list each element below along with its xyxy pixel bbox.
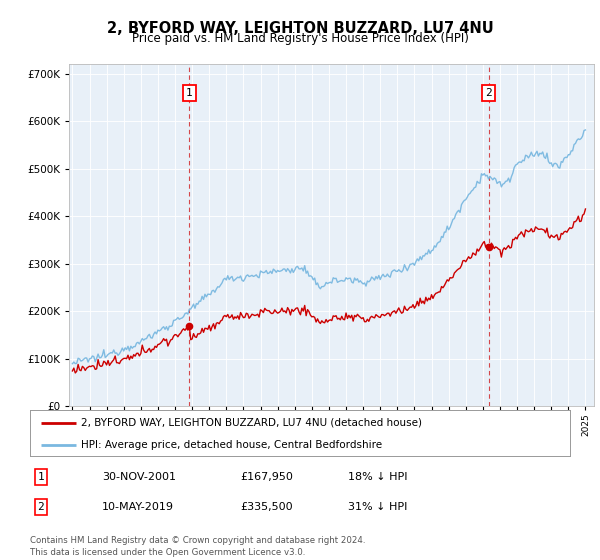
Text: HPI: Average price, detached house, Central Bedfordshire: HPI: Average price, detached house, Cent… bbox=[82, 440, 382, 450]
Text: 30-NOV-2001: 30-NOV-2001 bbox=[102, 472, 176, 482]
Text: 2, BYFORD WAY, LEIGHTON BUZZARD, LU7 4NU: 2, BYFORD WAY, LEIGHTON BUZZARD, LU7 4NU bbox=[107, 21, 493, 36]
Text: Price paid vs. HM Land Registry's House Price Index (HPI): Price paid vs. HM Land Registry's House … bbox=[131, 32, 469, 45]
Text: 1: 1 bbox=[186, 88, 193, 98]
Text: £335,500: £335,500 bbox=[240, 502, 293, 512]
Text: Contains HM Land Registry data © Crown copyright and database right 2024.
This d: Contains HM Land Registry data © Crown c… bbox=[30, 536, 365, 557]
Text: 10-MAY-2019: 10-MAY-2019 bbox=[102, 502, 174, 512]
Text: 2: 2 bbox=[37, 502, 44, 512]
Text: 18% ↓ HPI: 18% ↓ HPI bbox=[348, 472, 407, 482]
Text: 2, BYFORD WAY, LEIGHTON BUZZARD, LU7 4NU (detached house): 2, BYFORD WAY, LEIGHTON BUZZARD, LU7 4NU… bbox=[82, 418, 422, 428]
Text: 2: 2 bbox=[485, 88, 492, 98]
Text: 31% ↓ HPI: 31% ↓ HPI bbox=[348, 502, 407, 512]
Text: £167,950: £167,950 bbox=[240, 472, 293, 482]
Text: 1: 1 bbox=[37, 472, 44, 482]
